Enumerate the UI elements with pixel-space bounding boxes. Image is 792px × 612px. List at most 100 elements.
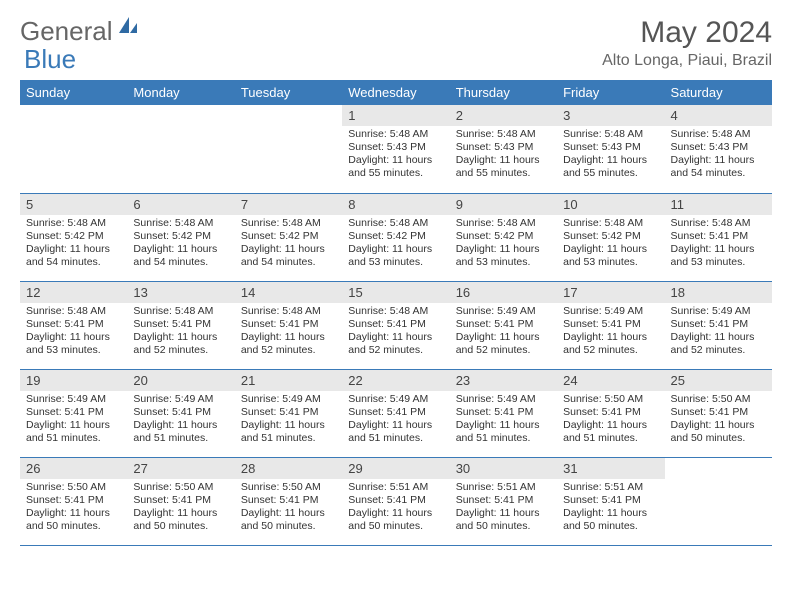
- calendar-day-cell: 25Sunrise: 5:50 AMSunset: 5:41 PMDayligh…: [665, 369, 772, 457]
- weekday-header: Wednesday: [342, 80, 449, 105]
- calendar-day-cell: 19Sunrise: 5:49 AMSunset: 5:41 PMDayligh…: [20, 369, 127, 457]
- day-number: 14: [235, 282, 342, 303]
- day-number: 28: [235, 458, 342, 479]
- day-details: Sunrise: 5:51 AMSunset: 5:41 PMDaylight:…: [342, 479, 449, 538]
- logo: General: [20, 16, 141, 47]
- day-details: Sunrise: 5:49 AMSunset: 5:41 PMDaylight:…: [20, 391, 127, 450]
- title-block: May 2024 Alto Longa, Piaui, Brazil: [602, 16, 772, 70]
- weekday-header: Thursday: [450, 80, 557, 105]
- weekday-header-row: Sunday Monday Tuesday Wednesday Thursday…: [20, 80, 772, 105]
- day-details: Sunrise: 5:48 AMSunset: 5:41 PMDaylight:…: [235, 303, 342, 362]
- day-details: Sunrise: 5:49 AMSunset: 5:41 PMDaylight:…: [127, 391, 234, 450]
- day-number: 25: [665, 370, 772, 391]
- calendar-week-row: 19Sunrise: 5:49 AMSunset: 5:41 PMDayligh…: [20, 369, 772, 457]
- calendar-day-cell: 31Sunrise: 5:51 AMSunset: 5:41 PMDayligh…: [557, 457, 664, 545]
- calendar-day-cell: 10Sunrise: 5:48 AMSunset: 5:42 PMDayligh…: [557, 193, 664, 281]
- day-details: Sunrise: 5:49 AMSunset: 5:41 PMDaylight:…: [450, 391, 557, 450]
- month-title: May 2024: [602, 16, 772, 50]
- weekday-header: Tuesday: [235, 80, 342, 105]
- day-details: Sunrise: 5:49 AMSunset: 5:41 PMDaylight:…: [450, 303, 557, 362]
- day-number: 10: [557, 194, 664, 215]
- calendar-day-cell: 14Sunrise: 5:48 AMSunset: 5:41 PMDayligh…: [235, 281, 342, 369]
- day-number: 9: [450, 194, 557, 215]
- day-number: 15: [342, 282, 449, 303]
- calendar-day-cell: 26Sunrise: 5:50 AMSunset: 5:41 PMDayligh…: [20, 457, 127, 545]
- day-details: Sunrise: 5:48 AMSunset: 5:43 PMDaylight:…: [342, 126, 449, 185]
- calendar-day-cell: 8Sunrise: 5:48 AMSunset: 5:42 PMDaylight…: [342, 193, 449, 281]
- calendar-day-cell: 30Sunrise: 5:51 AMSunset: 5:41 PMDayligh…: [450, 457, 557, 545]
- calendar-day-cell: 16Sunrise: 5:49 AMSunset: 5:41 PMDayligh…: [450, 281, 557, 369]
- day-details: Sunrise: 5:48 AMSunset: 5:43 PMDaylight:…: [665, 126, 772, 185]
- day-number: 20: [127, 370, 234, 391]
- calendar-week-row: 1Sunrise: 5:48 AMSunset: 5:43 PMDaylight…: [20, 105, 772, 193]
- calendar-day-cell: 3Sunrise: 5:48 AMSunset: 5:43 PMDaylight…: [557, 105, 664, 193]
- day-number: 4: [665, 105, 772, 126]
- day-details: Sunrise: 5:49 AMSunset: 5:41 PMDaylight:…: [665, 303, 772, 362]
- calendar-day-cell: 15Sunrise: 5:48 AMSunset: 5:41 PMDayligh…: [342, 281, 449, 369]
- calendar-day-cell: [235, 105, 342, 193]
- day-details: Sunrise: 5:50 AMSunset: 5:41 PMDaylight:…: [20, 479, 127, 538]
- day-number: 6: [127, 194, 234, 215]
- calendar-day-cell: 18Sunrise: 5:49 AMSunset: 5:41 PMDayligh…: [665, 281, 772, 369]
- calendar-day-cell: 29Sunrise: 5:51 AMSunset: 5:41 PMDayligh…: [342, 457, 449, 545]
- calendar-day-cell: [665, 457, 772, 545]
- day-details: Sunrise: 5:48 AMSunset: 5:41 PMDaylight:…: [342, 303, 449, 362]
- day-details: Sunrise: 5:50 AMSunset: 5:41 PMDaylight:…: [235, 479, 342, 538]
- day-details: Sunrise: 5:48 AMSunset: 5:42 PMDaylight:…: [235, 215, 342, 274]
- day-number: 16: [450, 282, 557, 303]
- calendar-day-cell: [127, 105, 234, 193]
- logo-text-blue: Blue: [24, 44, 76, 75]
- day-details: Sunrise: 5:50 AMSunset: 5:41 PMDaylight:…: [127, 479, 234, 538]
- day-number: 8: [342, 194, 449, 215]
- weekday-header: Monday: [127, 80, 234, 105]
- calendar-day-cell: 5Sunrise: 5:48 AMSunset: 5:42 PMDaylight…: [20, 193, 127, 281]
- weekday-header: Friday: [557, 80, 664, 105]
- day-details: Sunrise: 5:49 AMSunset: 5:41 PMDaylight:…: [342, 391, 449, 450]
- calendar-day-cell: 6Sunrise: 5:48 AMSunset: 5:42 PMDaylight…: [127, 193, 234, 281]
- calendar-day-cell: 22Sunrise: 5:49 AMSunset: 5:41 PMDayligh…: [342, 369, 449, 457]
- day-details: Sunrise: 5:48 AMSunset: 5:41 PMDaylight:…: [127, 303, 234, 362]
- header: General May 2024 Alto Longa, Piaui, Braz…: [20, 16, 772, 70]
- calendar-day-cell: [20, 105, 127, 193]
- day-number: 11: [665, 194, 772, 215]
- day-number: 30: [450, 458, 557, 479]
- calendar-day-cell: 1Sunrise: 5:48 AMSunset: 5:43 PMDaylight…: [342, 105, 449, 193]
- day-number: 31: [557, 458, 664, 479]
- day-number: 18: [665, 282, 772, 303]
- location-text: Alto Longa, Piaui, Brazil: [602, 52, 772, 70]
- calendar-day-cell: 28Sunrise: 5:50 AMSunset: 5:41 PMDayligh…: [235, 457, 342, 545]
- day-number: 13: [127, 282, 234, 303]
- day-details: Sunrise: 5:48 AMSunset: 5:41 PMDaylight:…: [20, 303, 127, 362]
- logo-text-general: General: [20, 16, 113, 47]
- day-number: 5: [20, 194, 127, 215]
- day-number: 29: [342, 458, 449, 479]
- calendar-day-cell: 20Sunrise: 5:49 AMSunset: 5:41 PMDayligh…: [127, 369, 234, 457]
- day-number: 24: [557, 370, 664, 391]
- day-details: Sunrise: 5:48 AMSunset: 5:41 PMDaylight:…: [665, 215, 772, 274]
- logo-sail-icon: [117, 15, 139, 35]
- calendar-day-cell: 11Sunrise: 5:48 AMSunset: 5:41 PMDayligh…: [665, 193, 772, 281]
- calendar-week-row: 26Sunrise: 5:50 AMSunset: 5:41 PMDayligh…: [20, 457, 772, 545]
- day-details: Sunrise: 5:51 AMSunset: 5:41 PMDaylight:…: [450, 479, 557, 538]
- day-details: Sunrise: 5:50 AMSunset: 5:41 PMDaylight:…: [665, 391, 772, 450]
- calendar-week-row: 12Sunrise: 5:48 AMSunset: 5:41 PMDayligh…: [20, 281, 772, 369]
- calendar-day-cell: 12Sunrise: 5:48 AMSunset: 5:41 PMDayligh…: [20, 281, 127, 369]
- calendar-day-cell: 2Sunrise: 5:48 AMSunset: 5:43 PMDaylight…: [450, 105, 557, 193]
- day-number: 7: [235, 194, 342, 215]
- day-number: 2: [450, 105, 557, 126]
- day-details: Sunrise: 5:48 AMSunset: 5:42 PMDaylight:…: [127, 215, 234, 274]
- day-number: 3: [557, 105, 664, 126]
- calendar-day-cell: 17Sunrise: 5:49 AMSunset: 5:41 PMDayligh…: [557, 281, 664, 369]
- day-number: 17: [557, 282, 664, 303]
- day-details: Sunrise: 5:48 AMSunset: 5:42 PMDaylight:…: [342, 215, 449, 274]
- calendar-week-row: 5Sunrise: 5:48 AMSunset: 5:42 PMDaylight…: [20, 193, 772, 281]
- calendar-day-cell: 24Sunrise: 5:50 AMSunset: 5:41 PMDayligh…: [557, 369, 664, 457]
- day-number: 26: [20, 458, 127, 479]
- day-details: Sunrise: 5:48 AMSunset: 5:43 PMDaylight:…: [557, 126, 664, 185]
- calendar-day-cell: 7Sunrise: 5:48 AMSunset: 5:42 PMDaylight…: [235, 193, 342, 281]
- day-number: 1: [342, 105, 449, 126]
- calendar-day-cell: 23Sunrise: 5:49 AMSunset: 5:41 PMDayligh…: [450, 369, 557, 457]
- day-number: 27: [127, 458, 234, 479]
- day-number: 19: [20, 370, 127, 391]
- day-number: 21: [235, 370, 342, 391]
